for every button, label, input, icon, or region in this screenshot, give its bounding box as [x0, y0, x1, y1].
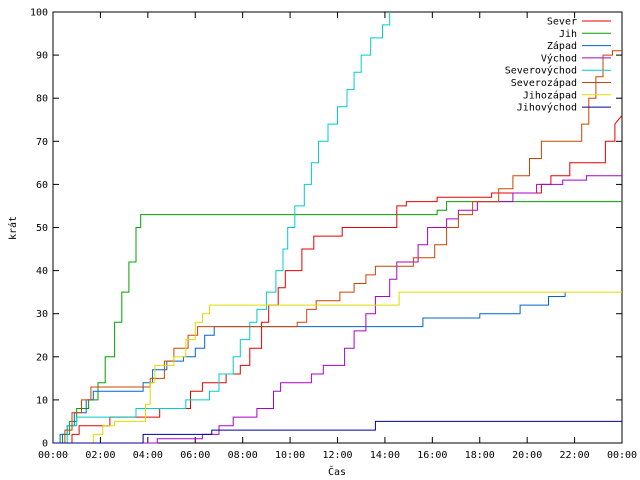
legend-label: Jihovýchod — [517, 102, 577, 114]
series-line — [53, 201, 622, 444]
y-tick-label: 50 — [36, 223, 48, 234]
x-tick-label: 12:00 — [322, 450, 352, 461]
x-tick-label: 00:00 — [607, 450, 637, 461]
x-tick-label: 08:00 — [228, 450, 258, 461]
legend-label: Severovýchod — [505, 65, 577, 77]
series-line — [53, 420, 622, 444]
y-axis-ticks: 0 10 20 30 40 50 60 70 80 90 100 — [30, 8, 622, 450]
x-tick-label: 14:00 — [370, 450, 400, 461]
x-tick-label: 10:00 — [275, 450, 305, 461]
x-axis-ticks: 00:00 02:00 04:00 06:00 08:00 10:00 12:00 14:00… — [38, 12, 637, 461]
series-line — [53, 12, 391, 444]
series-line — [53, 115, 623, 444]
legend: SeverJihZápadVýchodSeverovýchodSeverozáp… — [505, 17, 611, 114]
x-tick-label: 18:00 — [465, 450, 495, 461]
legend-label: Západ — [547, 40, 577, 52]
legend-label: Sever — [547, 17, 577, 28]
x-tick-label: 20:00 — [512, 450, 542, 461]
y-tick-label: 30 — [36, 309, 48, 320]
y-tick-label: 40 — [36, 266, 48, 277]
legend-label: Severozápad — [511, 77, 577, 89]
y-tick-label: 100 — [30, 8, 48, 19]
x-axis-label: Čas — [328, 465, 346, 478]
x-tick-label: 16:00 — [417, 450, 447, 461]
series-line — [53, 175, 622, 444]
x-tick-label: 22:00 — [560, 450, 590, 461]
y-tick-label: 90 — [36, 51, 48, 62]
series-line — [53, 292, 566, 444]
x-tick-label: 00:00 — [38, 450, 68, 461]
x-tick-label: 06:00 — [180, 450, 210, 461]
legend-label: Jih — [559, 29, 577, 40]
y-tick-label: 60 — [36, 180, 48, 191]
legend-label: Východ — [541, 52, 577, 64]
series-line — [53, 291, 622, 444]
y-axis-label: krát — [7, 216, 19, 240]
y-tick-label: 0 — [42, 439, 48, 450]
x-tick-label: 04:00 — [133, 450, 163, 461]
series-line — [53, 50, 622, 444]
y-tick-label: 20 — [36, 352, 48, 363]
y-tick-label: 10 — [36, 395, 48, 406]
legend-label: Jihozápad — [523, 89, 577, 101]
y-tick-label: 80 — [36, 94, 48, 105]
series-layer — [53, 12, 623, 444]
x-tick-label: 02:00 — [85, 450, 115, 461]
y-tick-label: 70 — [36, 137, 48, 148]
